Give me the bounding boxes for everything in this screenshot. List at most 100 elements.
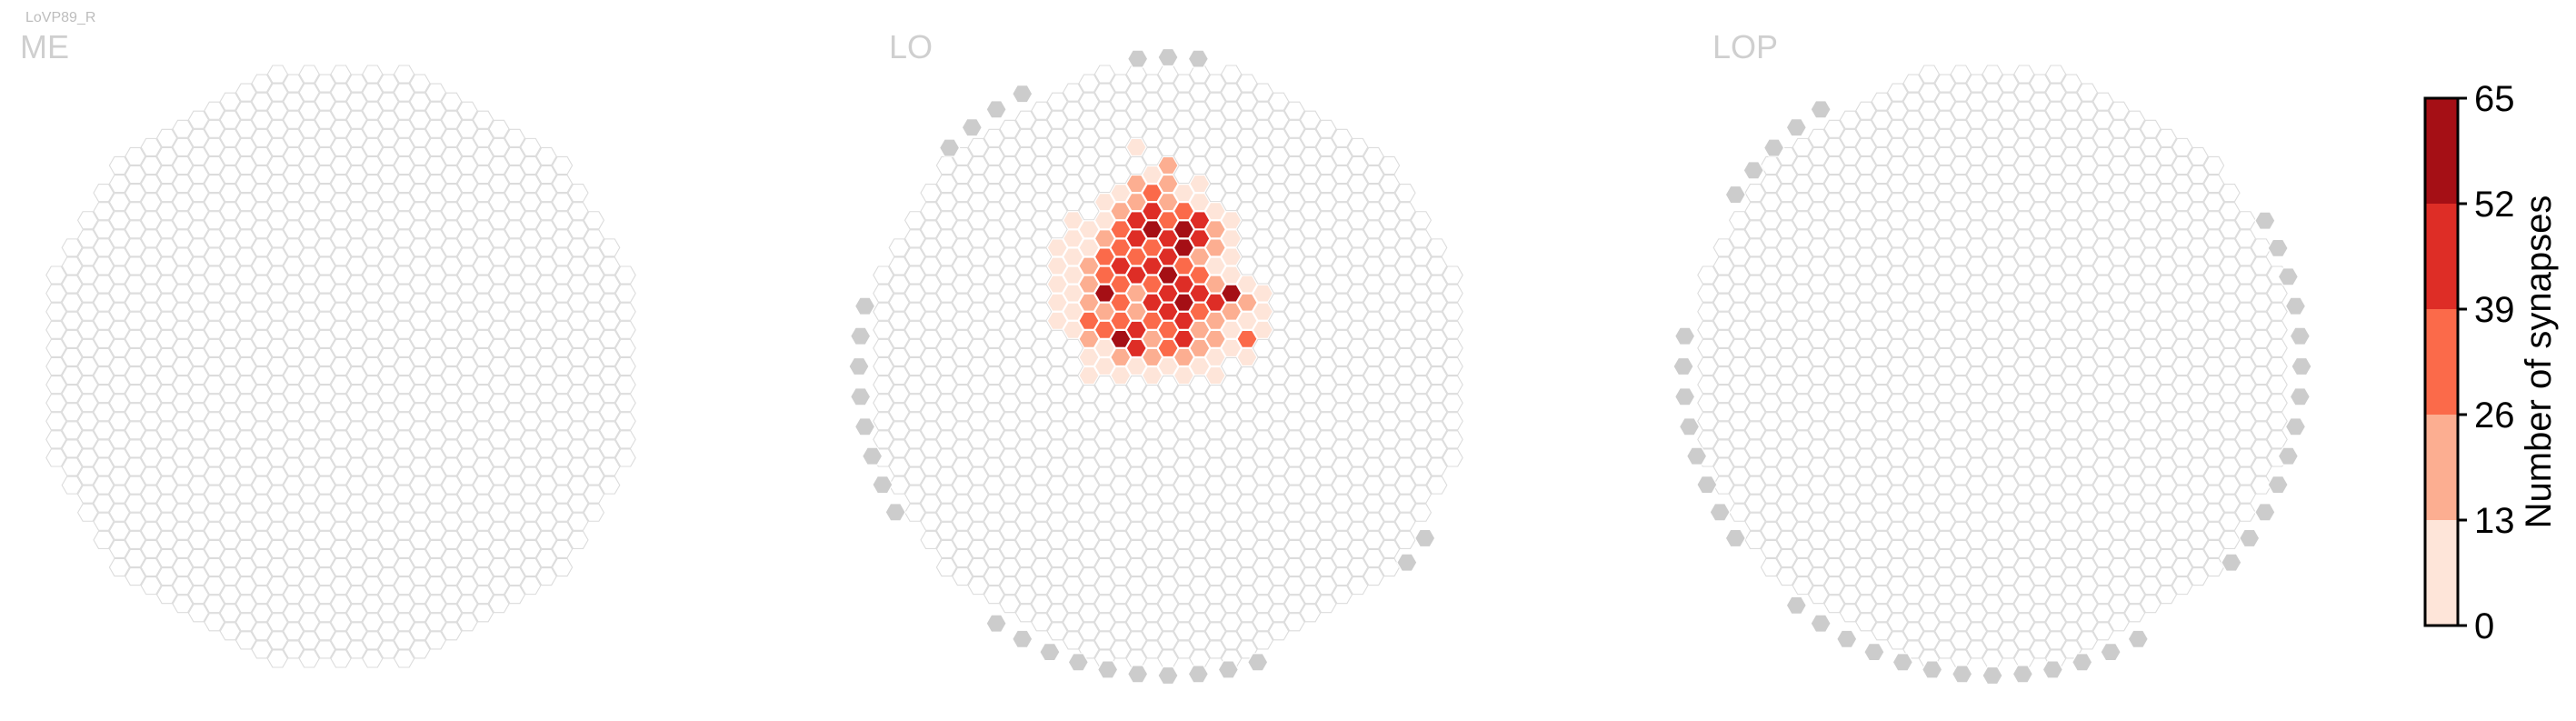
- hex-cell-lop: [1934, 110, 1956, 129]
- hex-cell-me: [441, 110, 463, 129]
- hex-cell-lop: [2013, 338, 2035, 357]
- hex-cell-lo: [1173, 586, 1195, 605]
- hex-cell-lop: [2219, 202, 2241, 221]
- hex-cell-lop: [1823, 338, 1845, 357]
- hex-cell-me: [314, 146, 336, 166]
- hex-cell-lop: [2108, 119, 2130, 138]
- hex-cell-lop: [1855, 394, 1877, 413]
- hex-cell-lop: [1902, 385, 1924, 404]
- hex-cell-lop: [1823, 119, 1845, 138]
- hex-cell-lo: [1014, 403, 1037, 422]
- hex-cell-me: [314, 403, 336, 422]
- hex-cell-lo: [967, 302, 989, 321]
- hex-cell-lop: [1982, 539, 2003, 558]
- hex-cell-lop: [1744, 385, 1766, 404]
- hex-cell-lo: [1157, 101, 1179, 120]
- hex-cell-lop: [2123, 128, 2146, 147]
- hex-cell-lo: [1014, 165, 1037, 185]
- hex-cell-lop: [2013, 229, 2035, 248]
- hex-cell-lop: [2013, 211, 2035, 230]
- hex-cell-lop: [1855, 137, 1877, 156]
- hex-cell-lo-active: [1125, 320, 1147, 339]
- hex-cell-me: [219, 347, 241, 367]
- hex-cell-lop: [2140, 137, 2162, 156]
- hex-cell-me: [172, 557, 194, 577]
- hex-cell-me: [235, 193, 257, 212]
- hex-cell-lop: [1902, 110, 1924, 129]
- hex-cell-me: [567, 184, 589, 203]
- hex-cell-lop: [2123, 184, 2146, 203]
- hex-cell-lop: [2013, 448, 2035, 467]
- hex-cell-lop: [2251, 476, 2272, 495]
- hex-cell-me: [409, 439, 431, 458]
- hex-cell-lop-outside: [2284, 296, 2307, 315]
- hex-cell-me: [187, 110, 210, 129]
- hex-cell-lo: [1331, 220, 1353, 239]
- hex-cell-lop: [2108, 175, 2130, 194]
- hex-cell-lo: [873, 302, 894, 321]
- hex-cell-me: [155, 202, 178, 221]
- hex-cell-me: [125, 329, 146, 348]
- hex-cell-lo: [1157, 503, 1179, 522]
- hex-cell-lop: [1807, 494, 1830, 513]
- hex-cell-me: [424, 412, 447, 431]
- hex-cell-me: [155, 494, 178, 513]
- hex-cell-lo: [1220, 576, 1243, 596]
- hex-cell-me: [377, 220, 399, 239]
- hex-cell-lo: [1062, 448, 1084, 467]
- hex-cell-lop: [1807, 457, 1830, 476]
- hex-cell-lop: [1982, 247, 2003, 266]
- hex-cell-lo: [1110, 421, 1132, 440]
- hex-cell-lo: [1347, 284, 1369, 303]
- hex-cell-lop: [1965, 366, 1988, 386]
- hex-cell-lo: [967, 576, 989, 596]
- hex-cell-lop: [2076, 394, 2099, 413]
- hex-cell-me: [551, 175, 574, 194]
- hex-cell-me: [409, 311, 431, 330]
- hex-cell-lo: [1141, 640, 1163, 659]
- hex-cell-lo: [1394, 457, 1416, 476]
- hex-cell-lop: [2172, 229, 2193, 248]
- hex-cell-lop: [2044, 412, 2067, 431]
- hex-cell-lop: [2013, 503, 2035, 522]
- hex-cell-lop: [2013, 119, 2035, 138]
- hex-cell-me: [424, 83, 447, 102]
- hex-cell-lop: [2044, 376, 2067, 395]
- hex-cell-lo: [1157, 649, 1179, 668]
- hex-cell-lo: [1236, 439, 1258, 458]
- hex-cell-lop: [2172, 265, 2193, 285]
- hex-cell-lo: [1014, 110, 1037, 129]
- hex-cell-lo-outside: [1247, 653, 1269, 672]
- hex-cell-me: [424, 521, 447, 540]
- hex-cell-lo: [1125, 376, 1147, 395]
- hex-cell-lop: [1902, 439, 1924, 458]
- hex-cell-me: [535, 311, 557, 330]
- hex-cell-lo: [983, 256, 1005, 275]
- hex-cell-me: [298, 376, 320, 395]
- hex-cell-me: [219, 586, 241, 605]
- hex-cell-me: [155, 476, 178, 495]
- hex-cell-me: [441, 311, 463, 330]
- hex-cell-lo: [1347, 557, 1369, 577]
- hex-cell-lo: [904, 229, 926, 248]
- hex-cell-lo: [1173, 566, 1195, 586]
- hex-cell-lop: [2155, 439, 2178, 458]
- hex-cell-me: [283, 439, 305, 458]
- hex-cell-lop: [1997, 275, 2020, 294]
- hex-cell-me: [219, 385, 241, 404]
- hex-cell-lo-active: [1125, 265, 1147, 285]
- hex-cell-me: [108, 394, 131, 413]
- hex-cell-lo: [1442, 356, 1463, 376]
- hex-cell-lo: [1283, 356, 1305, 376]
- hex-cell-me: [172, 356, 194, 376]
- hex-cell-me: [345, 385, 368, 404]
- hex-cell-lop: [1918, 356, 1941, 376]
- hex-cell-me: [204, 466, 225, 486]
- hex-cell-lo: [1252, 356, 1274, 376]
- hex-cell-lop: [1886, 211, 1909, 230]
- hex-cell-me: [251, 366, 273, 386]
- hex-cell-me: [520, 229, 542, 248]
- hex-cell-me: [108, 229, 131, 248]
- hex-cell-lo: [1014, 366, 1037, 386]
- hex-cell-me: [93, 329, 115, 348]
